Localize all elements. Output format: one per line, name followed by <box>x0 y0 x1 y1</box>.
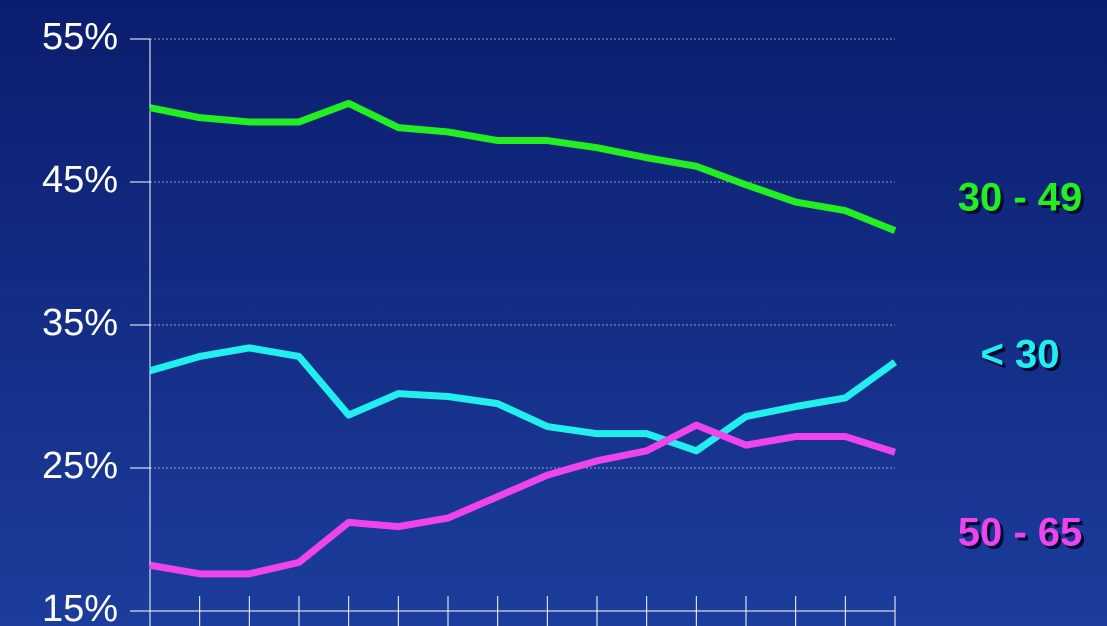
series-label: 30 - 49 <box>958 176 1083 220</box>
y-tick-label: 25% <box>42 445 118 487</box>
y-tick-label: 15% <box>42 588 118 626</box>
series-label-shadow: < 30 <box>984 336 1063 380</box>
y-tick-label: 55% <box>42 16 118 58</box>
line <box>149 344 898 455</box>
line <box>149 99 897 234</box>
line <box>149 421 897 578</box>
series-label: < 30 <box>981 333 1060 377</box>
y-tick-label: 35% <box>42 302 118 344</box>
series-label-shadow: 30 - 49 <box>961 179 1086 223</box>
series-label: 50 - 65 <box>958 511 1083 555</box>
series-label-shadow: 50 - 65 <box>961 514 1086 558</box>
y-tick-label: 45% <box>42 159 118 201</box>
